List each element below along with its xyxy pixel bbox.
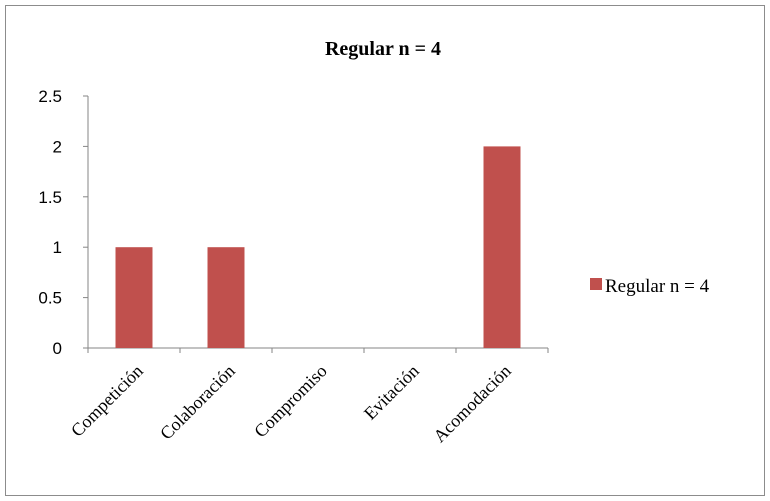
y-tick-label: 1.5 [38,188,62,207]
bar-colaboración [207,247,245,348]
x-category-label: Acomodación [429,361,515,447]
bar-acomodación [483,146,521,348]
x-category-label: Compromiso [250,361,331,442]
y-tick-label: 2 [53,137,62,156]
legend-swatch [590,278,602,290]
y-tick-label: 0.5 [38,289,62,308]
bar-competición [115,247,153,348]
x-category-label: Evitación [360,361,423,424]
plot-area: 0 0.5 1 1.5 2 2.5 Competición Colaboración Compr… [38,87,549,447]
x-category-label: Competición [67,361,147,441]
legend: Regular n = 4 [590,276,710,297]
legend-label: Regular n = 4 [605,276,710,297]
x-category-label: Colaboración [156,361,239,444]
y-tick-label: 0 [53,339,62,358]
chart-title: Regular n = 4 [325,38,441,60]
y-tick-label: 1 [53,238,62,257]
y-tick-label: 2.5 [38,87,62,106]
